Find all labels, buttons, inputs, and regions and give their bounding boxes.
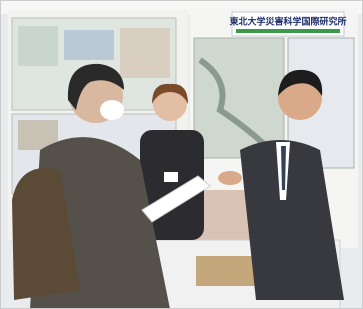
brochure	[196, 256, 256, 286]
poster-figure	[18, 26, 58, 66]
name-badge	[164, 172, 178, 182]
map-poster	[194, 38, 284, 158]
sign-text: 東北大学災害科学国際研究所	[229, 16, 346, 28]
page: {"sign": {"text": "東北大学災害科学国際研究所"}} 東北大学…	[0, 0, 363, 309]
poster-figure	[64, 30, 114, 60]
sign-stripe	[236, 29, 340, 33]
poster-figure	[120, 28, 170, 78]
hand	[218, 171, 242, 185]
photo: 東北大学災害科学国際研究所	[0, 0, 363, 309]
mask	[100, 100, 124, 120]
